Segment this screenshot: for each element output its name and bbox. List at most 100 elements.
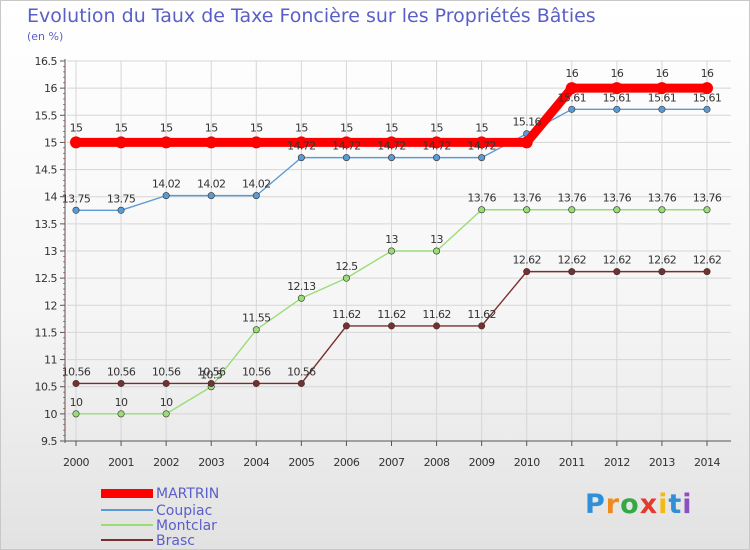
- x-tick-label: 2002: [153, 456, 179, 469]
- data-label-martrin: 16: [565, 67, 578, 80]
- data-label-montclar: 10: [160, 396, 173, 409]
- data-point-montclar: [297, 294, 305, 302]
- data-point-martrin: [565, 82, 578, 95]
- data-point-coupiac: [252, 192, 260, 200]
- data-label-martrin: 15: [475, 121, 488, 134]
- logo-letter: x: [639, 489, 659, 520]
- data-point-martrin: [385, 136, 398, 149]
- y-tick-label: 15.5: [35, 109, 58, 122]
- x-tick-label: 2012: [604, 456, 630, 469]
- data-label-coupiac: 15.61: [558, 91, 587, 104]
- legend-label-martrin: MARTRIN: [156, 486, 220, 502]
- data-label-brasc: 12.62: [603, 254, 632, 267]
- x-tick-label: 2011: [559, 456, 585, 469]
- data-label-coupiac: 15.61: [693, 91, 722, 104]
- x-tick-label: 2004: [243, 456, 269, 469]
- y-tick-label: 12: [44, 299, 57, 312]
- data-point-brasc: [613, 268, 621, 276]
- data-label-martrin: 15: [295, 121, 308, 134]
- data-label-brasc: 10.56: [242, 365, 271, 378]
- data-point-coupiac: [568, 105, 576, 113]
- data-point-coupiac: [72, 206, 80, 214]
- data-point-brasc: [117, 379, 125, 387]
- data-label-coupiac: 14.02: [197, 178, 226, 191]
- data-point-montclar: [72, 410, 80, 418]
- chart-title: Evolution du Taux de Taxe Foncière sur l…: [27, 5, 596, 27]
- data-point-montclar: [568, 206, 576, 214]
- y-tick-label: 13: [44, 245, 57, 258]
- data-point-brasc: [387, 322, 395, 330]
- data-point-martrin: [160, 136, 173, 149]
- y-tick-label: 16.5: [35, 55, 58, 68]
- data-point-martrin: [520, 136, 533, 149]
- x-tick-label: 2006: [333, 456, 359, 469]
- data-label-brasc: 10.56: [197, 365, 226, 378]
- data-point-montclar: [613, 206, 621, 214]
- x-tick-label: 2007: [379, 456, 405, 469]
- y-tick-label: 10: [44, 408, 57, 421]
- data-point-brasc: [252, 379, 260, 387]
- data-label-martrin: 15: [160, 121, 173, 134]
- proxiti-logo: Proxiti: [585, 489, 693, 520]
- logo-letter: i: [682, 489, 693, 520]
- y-tick-label: 11: [44, 354, 57, 367]
- data-label-brasc: 11.62: [377, 308, 406, 321]
- data-point-montclar: [252, 326, 260, 334]
- data-label-montclar: 13: [430, 233, 443, 246]
- data-label-montclar: 11.55: [242, 312, 271, 325]
- data-label-brasc: 10.56: [62, 365, 91, 378]
- data-point-martrin: [701, 82, 713, 95]
- logo-letter: P: [585, 489, 606, 520]
- data-label-coupiac: 14.02: [152, 178, 181, 191]
- data-point-coupiac: [207, 192, 215, 200]
- x-tick-label: 2005: [288, 456, 314, 469]
- data-point-montclar: [703, 206, 711, 214]
- data-label-coupiac: 15.61: [603, 91, 632, 104]
- data-point-coupiac: [433, 154, 441, 162]
- legend-swatch-martrin: [101, 489, 153, 498]
- x-tick-label: 2000: [63, 456, 89, 469]
- data-label-brasc: 11.62: [332, 308, 361, 321]
- y-tick-label: 16: [44, 82, 57, 95]
- y-tick-label: 13.5: [35, 218, 58, 231]
- data-point-montclar: [342, 274, 350, 282]
- logo-letter: r: [605, 489, 621, 520]
- data-label-martrin: 16: [610, 67, 623, 80]
- data-point-montclar: [117, 410, 125, 418]
- data-label-brasc: 11.62: [422, 308, 451, 321]
- data-label-martrin: 15: [385, 121, 398, 134]
- data-point-martrin: [205, 136, 218, 149]
- x-tick-label: 2001: [108, 456, 134, 469]
- legend-label-brasc: Brasc: [156, 533, 195, 549]
- data-label-martrin: 15: [250, 121, 263, 134]
- y-tick-label: 15: [44, 136, 57, 149]
- data-point-coupiac: [478, 154, 486, 162]
- legend-label-montclar: Montclar: [156, 518, 217, 534]
- data-label-montclar: 13: [385, 233, 398, 246]
- data-point-montclar: [523, 206, 531, 214]
- data-label-montclar: 10: [70, 396, 83, 409]
- data-label-martrin: 15: [70, 121, 83, 134]
- data-point-brasc: [342, 322, 350, 330]
- data-label-brasc: 12.62: [693, 254, 722, 267]
- data-label-montclar: 12.13: [287, 280, 316, 293]
- x-tick-label: 2013: [649, 456, 675, 469]
- y-tick-label: 10.5: [35, 381, 58, 394]
- x-tick-label: 2014: [694, 456, 720, 469]
- data-point-montclar: [387, 247, 395, 255]
- x-tick-label: 2008: [424, 456, 450, 469]
- data-point-coupiac: [342, 154, 350, 162]
- data-label-brasc: 12.62: [512, 254, 541, 267]
- y-tick-label: 14.5: [35, 164, 58, 177]
- data-label-brasc: 12.62: [558, 254, 587, 267]
- legend-swatch-brasc: [101, 539, 153, 541]
- data-point-martrin: [70, 136, 82, 149]
- data-label-coupiac: 14.72: [377, 140, 406, 153]
- data-label-coupiac: 14.72: [332, 140, 361, 153]
- data-point-brasc: [703, 268, 711, 276]
- data-point-martrin: [340, 136, 353, 149]
- data-point-brasc: [478, 322, 486, 330]
- data-label-coupiac: 13.75: [62, 192, 91, 205]
